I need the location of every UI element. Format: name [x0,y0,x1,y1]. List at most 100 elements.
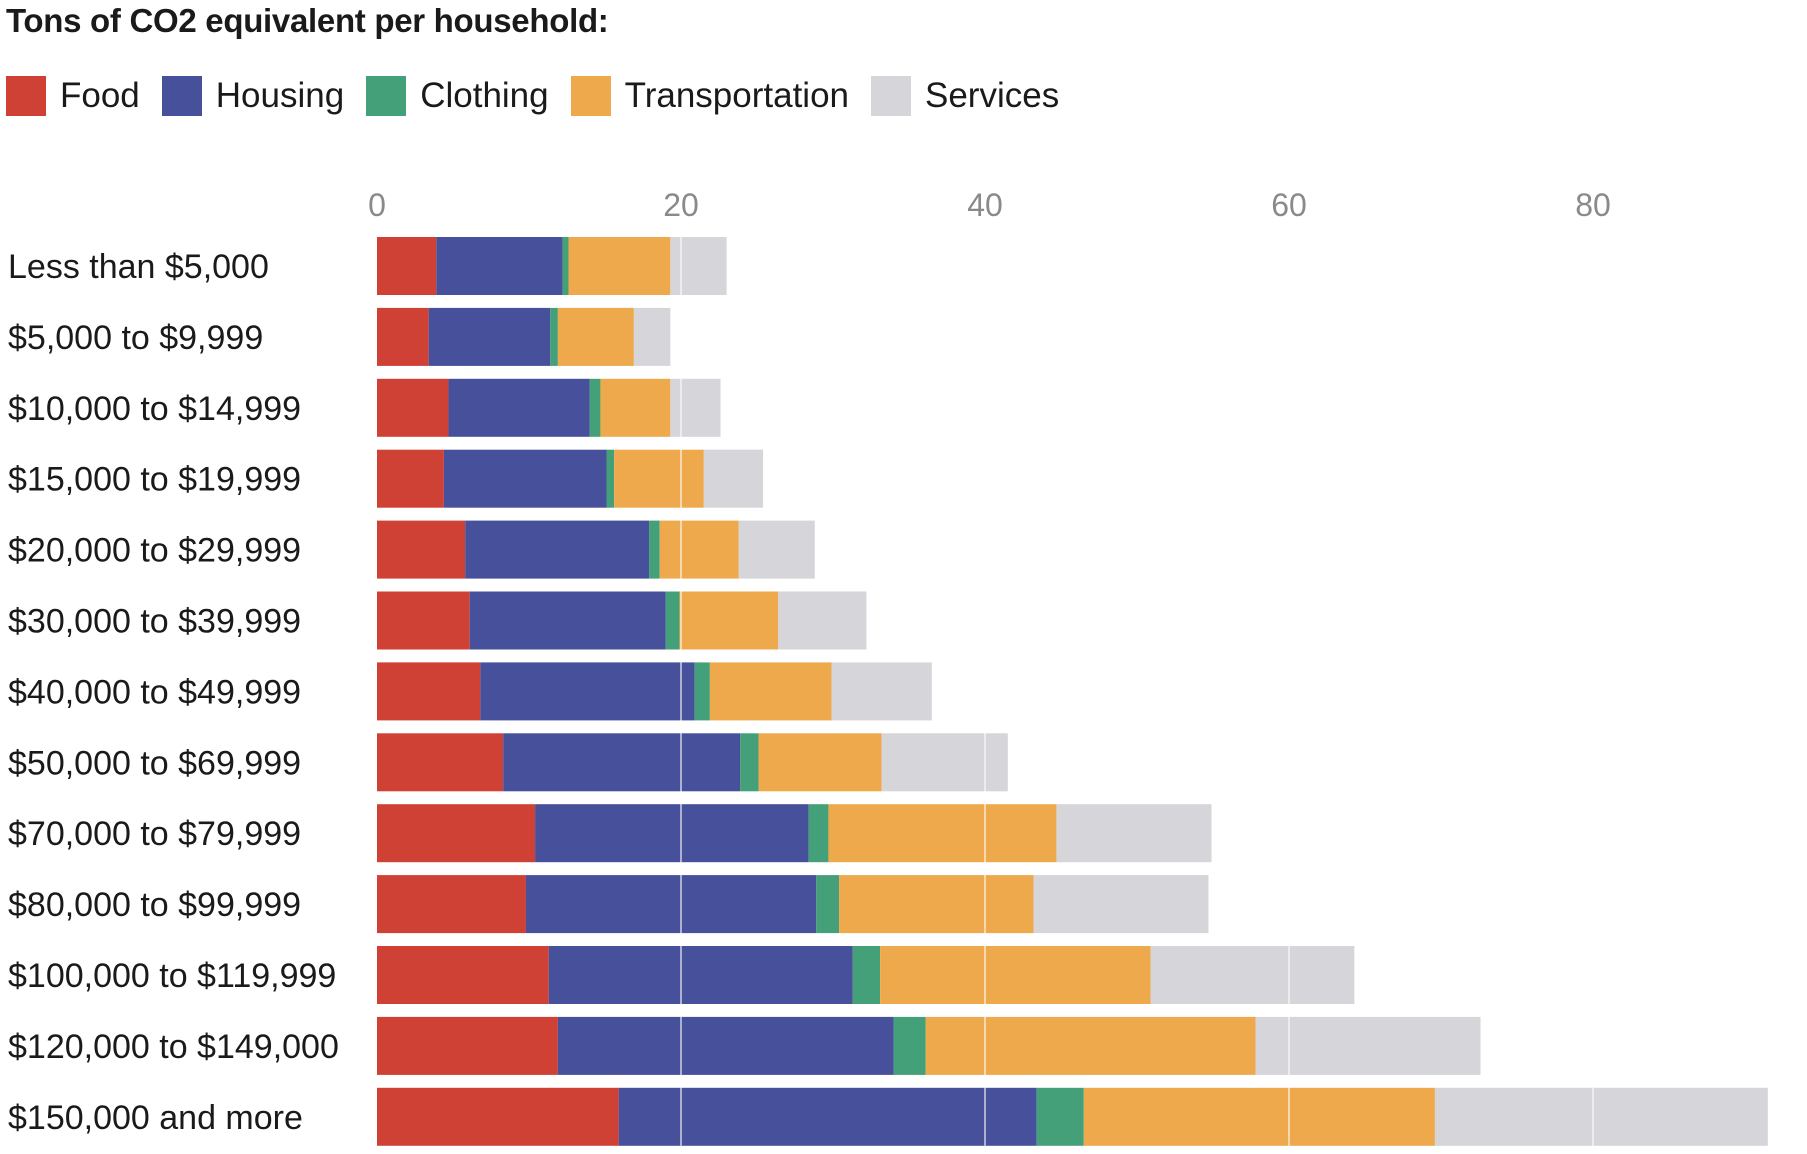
bar-transportation-50-000-to-69-999 [758,733,882,792]
bar-services-less-than-5-000 [670,237,727,295]
bar-transportation-15-000-to-19-999 [614,449,704,508]
bar-clothing-100-000-to-119-999 [852,946,881,1004]
bar-clothing-150-000-and-more [1036,1087,1084,1146]
bar-transportation-150-000-and-more [1083,1087,1435,1146]
category-label-10-000-to-14-999: $10,000 to $14,999 [8,390,301,428]
legend-item-food: Food [6,76,140,116]
bar-services-10-000-to-14-999 [670,378,721,437]
legend-label-transportation: Transportation [624,76,849,115]
bar-clothing-70-000-to-79-999 [808,804,829,863]
legend-label-food: Food [60,76,140,115]
bar-food-15-000-to-19-999 [377,449,444,508]
bar-housing-5-000-to-9-999 [428,307,551,366]
bar-housing-20-000-to-29-999 [465,520,650,579]
bar-transportation-100-000-to-119-999 [880,946,1151,1004]
legend-item-clothing: Clothing [366,76,549,116]
bar-transportation-10-000-to-14-999 [600,378,671,437]
bar-services-5-000-to-9-999 [633,307,671,366]
bar-food-less-than-5-000 [377,237,437,295]
legend: Food Housing Clothing Transportation Ser… [6,74,1081,118]
category-label-100-000-to-119-999: $100,000 to $119,999 [8,957,336,995]
bar-services-20-000-to-29-999 [738,520,815,579]
bar-food-20-000-to-29-999 [377,520,466,579]
category-label-30-000-to-39-999: $30,000 to $39,999 [8,603,301,641]
bar-housing-40-000-to-49-999 [480,662,695,721]
bar-services-50-000-to-69-999 [881,733,1008,792]
bar-transportation-120-000-to-149-000 [925,1016,1256,1075]
legend-item-transportation: Transportation [570,76,849,116]
bar-housing-80-000-to-99-999 [525,875,817,934]
category-label-40-000-to-49-999: $40,000 to $49,999 [8,673,301,711]
bar-clothing-less-than-5-000 [562,237,569,295]
bar-clothing-80-000-to-99-999 [816,875,840,934]
bar-transportation-30-000-to-39-999 [679,591,779,650]
bar-services-30-000-to-39-999 [778,591,867,650]
x-axis-ticks: 0 20 40 60 80 [368,187,1611,223]
legend-label-services: Services [925,76,1060,115]
bar-food-120-000-to-149-000 [377,1016,558,1075]
gridlines [680,235,1594,1146]
x-tick-label-60: 60 [1271,187,1307,223]
bar-clothing-20-000-to-29-999 [649,520,660,579]
bar-transportation-70-000-to-79-999 [828,804,1057,863]
bar-food-80-000-to-99-999 [377,875,526,934]
category-label-20-000-to-29-999: $20,000 to $29,999 [8,532,301,570]
legend-item-housing: Housing [161,76,345,116]
bar-transportation-5-000-to-9-999 [557,307,634,366]
bar-housing-120-000-to-149-000 [557,1016,894,1075]
legend-swatch-services [871,76,911,116]
bar-food-100-000-to-119-999 [377,946,549,1004]
bar-food-10-000-to-14-999 [377,378,449,437]
legend-item-services: Services [871,76,1059,116]
x-tick-label-0: 0 [368,187,386,223]
bar-services-15-000-to-19-999 [703,449,764,508]
bar-housing-150-000-and-more [618,1087,1037,1146]
legend-swatch-transportation [570,76,611,116]
category-label-150-000-and-more: $150,000 and more [8,1099,303,1137]
bar-clothing-30-000-to-39-999 [665,591,680,650]
category-labels: Less than $5,000 $5,000 to $9,999 $10,000 … [8,248,339,1137]
category-label-less-than-5-000: Less than $5,000 [8,248,269,286]
bar-clothing-120-000-to-149-000 [893,1016,926,1075]
x-tick-label-20: 20 [663,187,699,223]
bar-food-70-000-to-79-999 [377,804,536,863]
bar-clothing-40-000-to-49-999 [694,662,710,721]
bar-services-40-000-to-49-999 [831,662,932,721]
bar-food-150-000-and-more [377,1087,619,1146]
bar-housing-less-than-5-000 [436,237,563,295]
category-label-120-000-to-149-000: $120,000 to $149,000 [8,1028,339,1066]
category-label-80-000-to-99-999: $80,000 to $99,999 [8,886,301,924]
bar-housing-100-000-to-119-999 [548,946,853,1004]
bar-housing-10-000-to-14-999 [448,378,590,437]
x-tick-label-40: 40 [967,187,1003,223]
bar-services-150-000-and-more [1434,1087,1768,1146]
bar-housing-50-000-to-69-999 [503,733,741,792]
bar-clothing-5-000-to-9-999 [550,307,558,366]
bar-services-80-000-to-99-999 [1033,875,1209,934]
bar-services-120-000-to-149-000 [1255,1016,1481,1075]
legend-label-housing: Housing [215,76,345,115]
bar-transportation-80-000-to-99-999 [839,875,1034,934]
bar-food-30-000-to-39-999 [377,591,470,650]
bar-clothing-50-000-to-69-999 [740,733,759,792]
bar-services-70-000-to-79-999 [1056,804,1212,863]
bar-transportation-40-000-to-49-999 [709,662,832,721]
category-label-5-000-to-9-999: $5,000 to $9,999 [8,319,263,357]
legend-label-clothing: Clothing [420,76,549,115]
bar-food-40-000-to-49-999 [377,662,481,721]
chart-title: Tons of CO2 equivalent per household: [6,2,609,39]
bar-housing-30-000-to-39-999 [469,591,666,650]
category-label-15-000-to-19-999: $15,000 to $19,999 [8,461,301,499]
category-label-50-000-to-69-999: $50,000 to $69,999 [8,744,301,782]
bar-food-5-000-to-9-999 [377,307,429,366]
bar-food-50-000-to-69-999 [377,733,504,792]
bars [377,237,1768,1146]
bar-transportation-less-than-5-000 [568,237,671,295]
x-tick-label-80: 80 [1575,187,1611,223]
bar-transportation-20-000-to-29-999 [659,520,739,579]
legend-swatch-clothing [366,76,407,116]
bar-housing-15-000-to-19-999 [443,449,607,508]
bar-services-100-000-to-119-999 [1150,946,1355,1004]
bar-housing-70-000-to-79-999 [535,804,809,863]
